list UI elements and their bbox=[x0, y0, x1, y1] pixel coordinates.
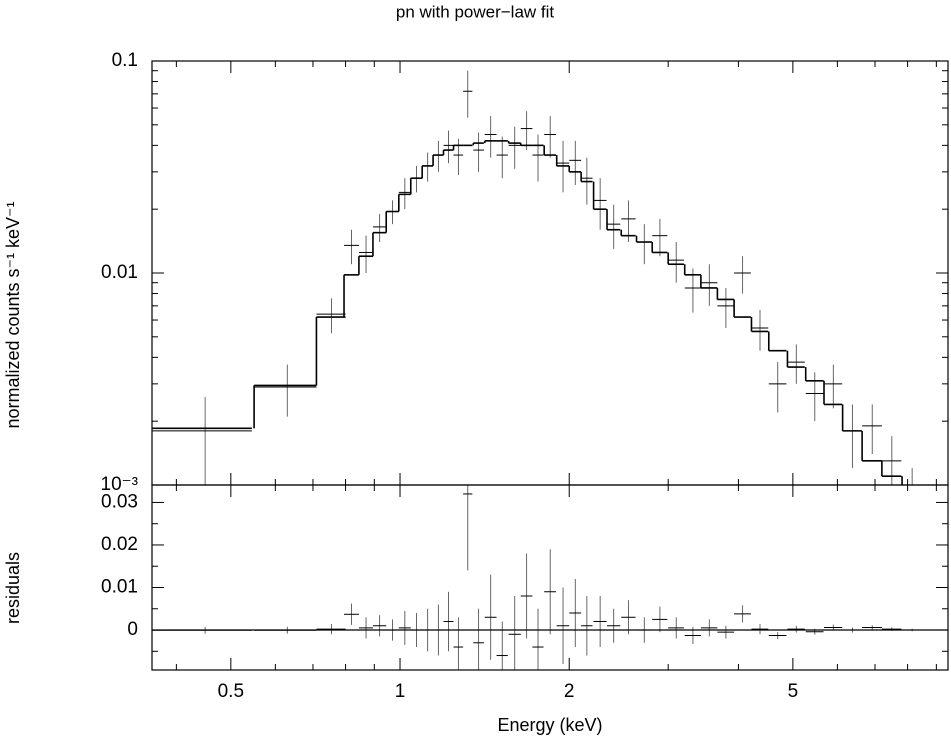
plot-frame bbox=[151, 484, 949, 671]
x-tick-label: 2 bbox=[564, 681, 575, 702]
y-tick-label: 0.02 bbox=[101, 534, 138, 555]
y-tick-label: 0.01 bbox=[101, 262, 138, 283]
x-axis-label: Energy (keV) bbox=[497, 715, 602, 735]
y-tick-label: 0.03 bbox=[101, 491, 138, 512]
y-axis-label: normalized counts s⁻¹ keV⁻¹ bbox=[3, 201, 23, 428]
x-tick-label: 5 bbox=[788, 681, 799, 702]
y-tick-label: 0.1 bbox=[112, 50, 138, 71]
y-axis-label: residuals bbox=[3, 552, 23, 624]
y-tick-label: 0 bbox=[127, 619, 138, 640]
x-tick-label: 1 bbox=[395, 681, 406, 702]
chart-title: pn with power−law fit bbox=[396, 2, 555, 21]
x-tick-label: 0.5 bbox=[218, 681, 244, 702]
y-tick-label: 10⁻³ bbox=[101, 474, 139, 495]
y-tick-label: 0.01 bbox=[101, 577, 138, 598]
